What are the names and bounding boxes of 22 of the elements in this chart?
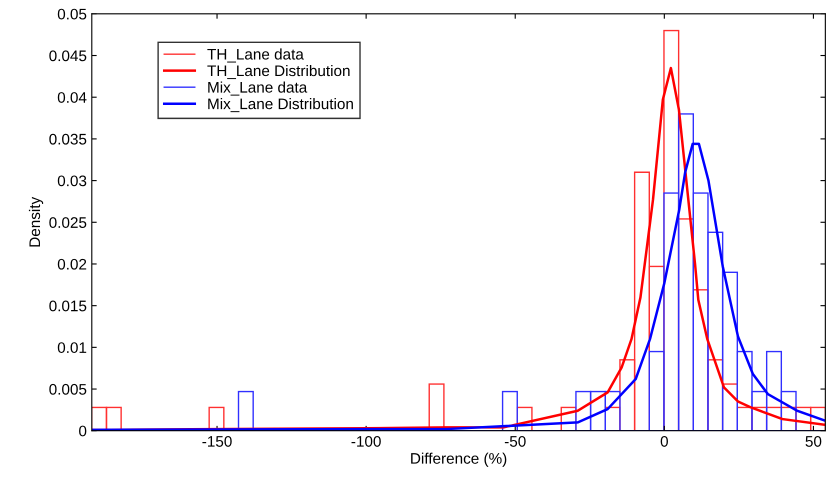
y-tick-label: 0.03	[58, 175, 86, 186]
y-tick-label: 0.035	[49, 134, 86, 145]
y-tick-label: 0.045	[49, 50, 86, 62]
x-tick-label: -50	[504, 436, 526, 447]
legend-label: Mix_Lane Distribution	[208, 98, 353, 112]
y-tick-label: 0	[79, 426, 86, 436]
y-tick-label: 0.04	[58, 92, 86, 103]
x-tick-label: 50	[806, 436, 822, 447]
x-tick-label: 0	[660, 436, 668, 447]
x-tick-label: -150	[202, 436, 232, 447]
legend-label: TH_Lane data	[207, 48, 304, 63]
legend-label: Mix_Lane data	[208, 81, 308, 96]
y-tick-label: 0.02	[58, 258, 86, 270]
y-tick-label: 0.05	[58, 8, 86, 20]
y-tick-label: 0.005	[49, 384, 86, 395]
y-tick-label: 0.01	[58, 342, 86, 354]
y-axis-title: Density	[28, 196, 44, 246]
legend-label: TH_Lane Distribution	[207, 64, 350, 80]
x-axis-title: Difference (%)	[411, 452, 506, 467]
y-tick-label: 0.015	[49, 300, 86, 312]
x-tick-label: -100	[352, 436, 381, 447]
y-tick-label: 0.025	[49, 217, 86, 228]
